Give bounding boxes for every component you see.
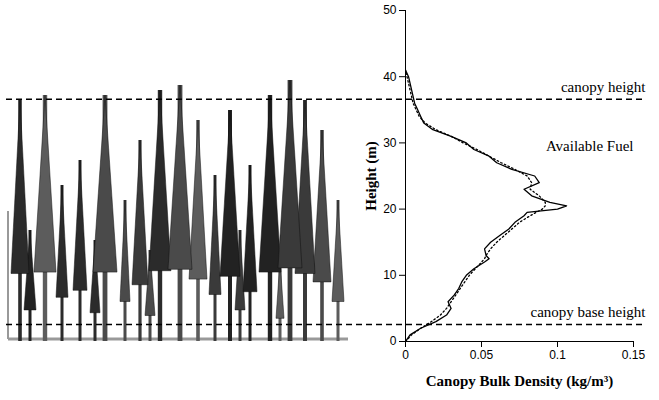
svg-text:0: 0 xyxy=(390,334,397,348)
svg-text:10: 10 xyxy=(383,268,397,282)
svg-text:Canopy Bulk Density (kg/m³): Canopy Bulk Density (kg/m³) xyxy=(426,373,613,390)
svg-text:50: 50 xyxy=(383,3,397,17)
svg-text:canopy base height: canopy base height xyxy=(531,304,647,320)
svg-text:20: 20 xyxy=(383,202,397,216)
svg-text:0.05: 0.05 xyxy=(470,348,494,362)
svg-text:40: 40 xyxy=(383,70,397,84)
svg-text:Available Fuel: Available Fuel xyxy=(546,138,634,154)
svg-text:0.15: 0.15 xyxy=(622,348,646,362)
svg-text:0.1: 0.1 xyxy=(549,348,566,362)
svg-text:canopy height: canopy height xyxy=(561,79,646,95)
svg-text:Height (m): Height (m) xyxy=(363,141,380,211)
svg-text:30: 30 xyxy=(383,136,397,150)
svg-text:0: 0 xyxy=(402,348,409,362)
